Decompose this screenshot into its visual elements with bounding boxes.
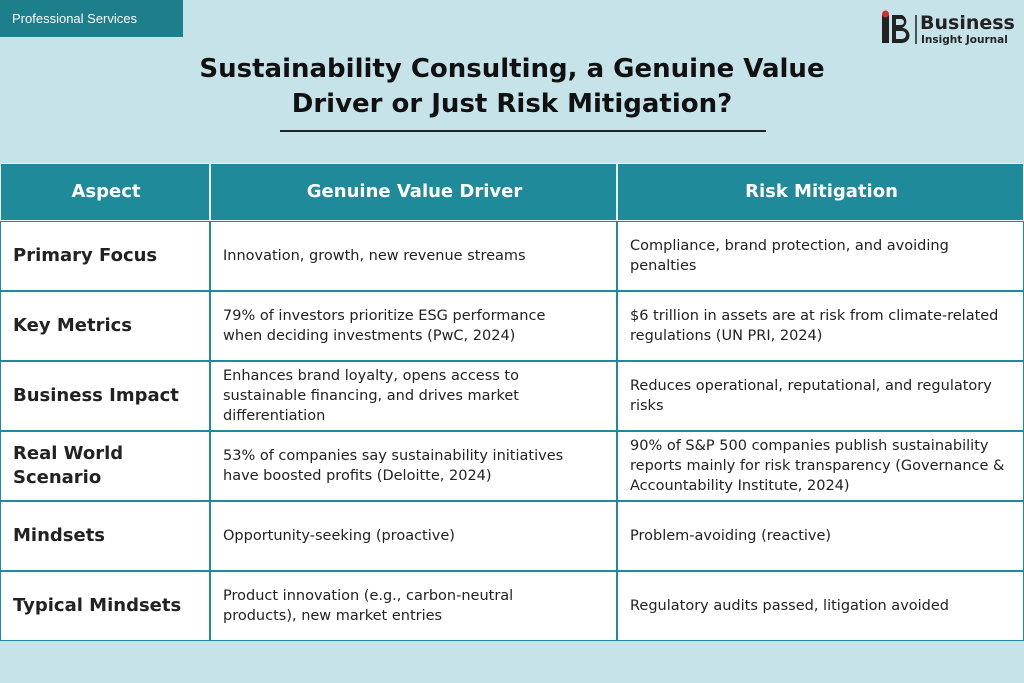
- column-header: Genuine Value Driver: [210, 163, 617, 221]
- row-header: Mindsets: [0, 501, 210, 571]
- table-cell: 90% of S&P 500 companies publish sustain…: [617, 431, 1024, 501]
- table-cell: Opportunity-seeking (proactive): [210, 501, 617, 571]
- header-row: Aspect Genuine Value Driver Risk Mitigatio…: [0, 163, 1024, 221]
- column-header: Aspect: [0, 163, 210, 221]
- table-cell: Reduces operational, reputational, and r…: [617, 361, 1024, 431]
- logo-bar: [882, 15, 889, 43]
- table-cell: $6 trillion in assets are at risk from c…: [617, 291, 1024, 361]
- table-cell: Enhances brand loyalty, opens access to …: [210, 361, 617, 431]
- row-header: Business Impact: [0, 361, 210, 431]
- column-header: Risk Mitigation: [617, 163, 1024, 221]
- table-cell: Problem-avoiding (reactive): [617, 501, 1024, 571]
- title-line: Sustainability Consulting, a Genuine Val…: [199, 54, 825, 84]
- logo-name: Business: [920, 12, 1015, 34]
- title: Sustainability Consulting, a Genuine Val…: [0, 52, 1024, 122]
- logo-subname: Insight Journal: [921, 34, 1008, 46]
- title-rule: [280, 130, 766, 132]
- logo-b: [892, 15, 910, 43]
- table: Aspect Genuine Value Driver Risk Mitigatio…: [0, 163, 1024, 641]
- title-line: Driver or Just Risk Mitigation?: [291, 89, 733, 119]
- table-row: Primary Focus Innovation, growth, new rev…: [0, 221, 1024, 291]
- table-row: Key Metrics 79% of investors prioritize E…: [0, 291, 1024, 361]
- category-tag: Professional Services: [0, 0, 183, 37]
- table-cell: Innovation, growth, new revenue streams: [210, 221, 617, 291]
- row-header: Primary Focus: [0, 221, 210, 291]
- table-cell: 53% of companies say sustainability init…: [210, 431, 617, 501]
- row-header: Key Metrics: [0, 291, 210, 361]
- table-row: Business Impact Enhances brand loyalty, o…: [0, 361, 1024, 431]
- logo: Business Insight Journal: [882, 10, 1015, 46]
- table-cell: 79% of investors prioritize ESG performa…: [210, 291, 617, 361]
- table-row: Typical Mindsets Product innovation (e.g.…: [0, 571, 1024, 641]
- logo-dot: [882, 10, 889, 18]
- row-header: Real World Scenario: [0, 431, 210, 501]
- table-cell: Compliance, brand protection, and avoidi…: [617, 221, 1024, 291]
- row-header: Typical Mindsets: [0, 571, 210, 641]
- table-cell: Product innovation (e.g., carbon-neutral…: [210, 571, 617, 641]
- table-row: Mindsets Opportunity-seeking (proactive) P…: [0, 501, 1024, 571]
- table-cell: Regulatory audits passed, litigation avo…: [617, 571, 1024, 641]
- table-row: Real World Scenario 53% of companies say …: [0, 431, 1024, 501]
